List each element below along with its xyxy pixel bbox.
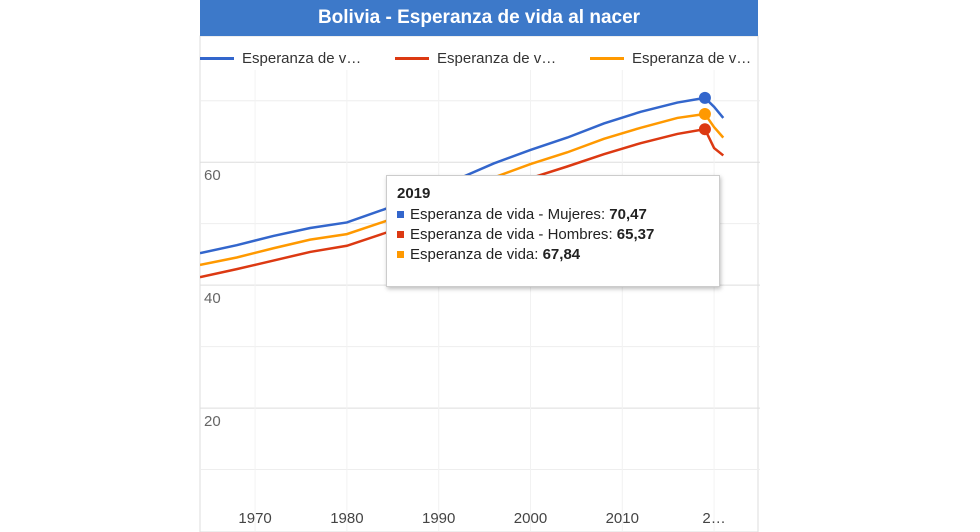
tooltip-year: 2019 <box>397 185 431 202</box>
legend-item: Esperanza de vida - Hombres <box>395 48 559 68</box>
x-tick-label: 1990 <box>422 510 455 527</box>
legend-swatch <box>395 56 429 60</box>
y-tick-label: 40 <box>204 290 221 307</box>
tooltip-label: Esperanza de vida <box>410 246 543 263</box>
tooltip-value: 70,47 <box>609 206 647 223</box>
x-tick-label: 2… <box>702 510 725 527</box>
tooltip-row: Esperanza de vida67,84 <box>397 246 719 263</box>
chart-title: Bolivia - Esperanza de vida al nacer <box>200 0 758 36</box>
tooltip-value: 67,84 <box>542 246 581 263</box>
x-tick-label: 1970 <box>238 510 271 527</box>
x-tick-label: 1980 <box>330 510 363 527</box>
x-tick-label: 2000 <box>514 510 547 527</box>
legend-label: Esperanza de vida - Mujeres <box>242 49 364 67</box>
tooltip-swatch <box>397 251 404 258</box>
legend-label: Esperanza de vida <box>632 49 754 67</box>
x-tick-label: 2010 <box>606 510 639 527</box>
highlight-point <box>698 91 711 104</box>
tooltip-row: Esperanza de vida - Hombres65,37 <box>397 226 719 243</box>
legend-item: Esperanza de vida <box>590 48 754 68</box>
legend-swatch <box>590 56 624 60</box>
highlight-point <box>698 108 711 121</box>
tooltip: 2019 Esperanza de vida - Mujeres70,47Esp… <box>386 175 720 287</box>
tooltip-swatch <box>397 231 404 238</box>
tooltip-label: Esperanza de vida - Hombres <box>410 226 617 243</box>
tooltip-label: Esperanza de vida - Mujeres <box>410 206 609 223</box>
legend-item: Esperanza de vida - Mujeres <box>200 48 364 68</box>
legend-label: Esperanza de vida - Hombres <box>437 49 559 67</box>
tooltip-swatch <box>397 211 404 218</box>
highlight-point <box>698 123 711 136</box>
y-tick-label: 20 <box>204 413 221 430</box>
y-tick-label: 60 <box>204 167 221 184</box>
panel-border <box>199 35 759 532</box>
legend-swatch <box>200 56 234 60</box>
series-line <box>200 96 725 255</box>
tooltip-row: Esperanza de vida - Mujeres70,47 <box>397 206 719 223</box>
tooltip-value: 65,37 <box>616 226 655 243</box>
